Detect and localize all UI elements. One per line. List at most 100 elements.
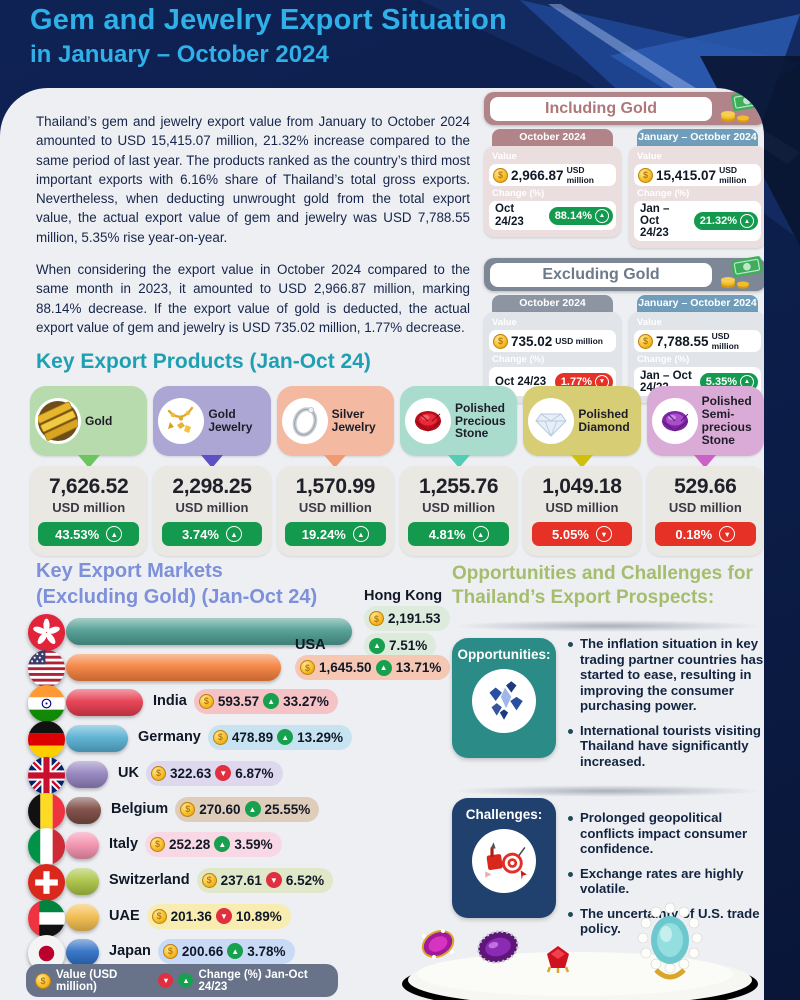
- product-card: Gold: [30, 386, 148, 468]
- coin-icon: [150, 836, 166, 852]
- product-unit: USD million: [545, 500, 619, 515]
- page-title: Gem and Jewelry Export Situation: [30, 4, 507, 36]
- market-value-pill: 478.89▲13.29%: [207, 724, 352, 750]
- coin-icon: [151, 908, 167, 924]
- market-bar: [66, 939, 99, 966]
- coin-icon: [638, 167, 653, 183]
- challenge-item: The uncertainty of U.S. trade policy.: [568, 906, 764, 937]
- product-change: 5.05%: [552, 526, 589, 542]
- jewelry-photo: [380, 892, 764, 1000]
- pointer-arrow-icon: [324, 455, 347, 468]
- flag-be-icon: [28, 793, 65, 830]
- market-bar: [66, 689, 143, 716]
- market-row: Italy 252.28▲3.59%: [28, 828, 464, 865]
- market-value: 201.36: [170, 908, 212, 924]
- chart-legend: Value (USD million) ▼ ▲ Change (%) Jan-O…: [26, 964, 338, 997]
- gold-bars-icon: [35, 398, 81, 444]
- market-info: Japan 200.66▲3.78%: [109, 933, 295, 969]
- export-value: 2,966.87: [511, 167, 564, 183]
- challenge-item: Prolonged geopolitical conflicts impact …: [568, 810, 764, 857]
- change-pill: Jan – Oct 24/23 21.32% ▲: [634, 201, 761, 242]
- flag-in-icon: [28, 685, 65, 722]
- coin-icon: [212, 729, 228, 745]
- product-unit: USD million: [175, 500, 249, 515]
- market-info: UK 322.63▼6.87%: [118, 755, 283, 791]
- change-label: Change (%): [492, 188, 545, 199]
- increase-icon: ▲: [740, 214, 754, 229]
- coin-icon: [162, 943, 178, 959]
- bullet-text: The inflation situation in key trading p…: [580, 636, 764, 714]
- market-info: Germany 478.89▲13.29%: [138, 719, 352, 755]
- bullet-text: Exchange rates are highly volatile.: [580, 865, 744, 897]
- period-label: January – October 2024: [637, 295, 758, 313]
- market-bar: [66, 618, 352, 645]
- gold-panel: Excluding Gold October 2024 Value 735.02…: [484, 256, 764, 404]
- markets-title-line2: (Excluding Gold) (Jan-Oct 24): [36, 586, 318, 608]
- market-bar: [66, 654, 281, 681]
- product-card: Polished Diamond: [523, 386, 641, 468]
- market-bar: [66, 725, 128, 752]
- product-value: 529.66: [674, 475, 737, 498]
- product-change-pill: 0.18% ▼: [654, 522, 756, 546]
- flag-ae-icon: [28, 900, 65, 937]
- increase-icon: ▲: [277, 729, 294, 745]
- challenges-label: Challenges:: [465, 807, 543, 822]
- product-change: 4.81%: [428, 526, 466, 542]
- product-name: Polished Diamond: [578, 407, 630, 434]
- red-gem-icon: [404, 398, 451, 444]
- product-change-pill: 5.05% ▼: [531, 522, 633, 546]
- gold-panel-header: Excluding Gold: [484, 256, 764, 292]
- product-value: 1,255.76: [418, 475, 499, 498]
- dartboard-icon: [472, 829, 536, 893]
- market-row: Belgium 270.60▲25.55%: [28, 793, 464, 830]
- markets-bar-chart: Hong Kong 2,191.53 ▲7.51% USA 1,645.50▲1…: [28, 588, 464, 972]
- challenge-item: Exchange rates are highly volatile.: [568, 866, 764, 897]
- product-cards-row: Gold Gold Jewelry Silver Jewelry Polishe…: [30, 386, 764, 468]
- prospects-title-line2: Thailand’s Export Prospects:: [452, 587, 715, 609]
- money-icon: [718, 88, 764, 125]
- intro-paragraph-1: Thailand’s gem and jewelry export value …: [36, 114, 470, 245]
- market-bar: [66, 761, 108, 788]
- product-card: Polished Semi-precious Stone: [646, 386, 764, 468]
- gold-panel: Including Gold October 2024 Value 2,966.…: [484, 90, 764, 249]
- prospects-section-title: Opportunities and Challenges for Thailan…: [452, 562, 764, 611]
- market-row: Germany 478.89▲13.29%: [28, 719, 464, 758]
- market-change: 13.29%: [297, 729, 343, 745]
- coin-icon: [35, 972, 51, 989]
- market-change: 7.51%: [389, 638, 428, 653]
- market-bar: [66, 797, 101, 824]
- gold-panel-title: Excluding Gold: [490, 262, 712, 287]
- challenges-bullets: Prolonged geopolitical conflicts impact …: [568, 810, 764, 946]
- product-value: 1,049.18: [542, 475, 622, 498]
- increase-icon: ▲: [375, 659, 392, 676]
- product-unit: USD million: [52, 500, 126, 515]
- market-country: Germany: [138, 729, 201, 745]
- market-value-pill: 270.60▲25.55%: [175, 796, 320, 822]
- bullet-dot-icon: [568, 911, 573, 917]
- value-unit: USD million: [711, 331, 739, 352]
- market-change-pill: ▲ 7.51%: [364, 633, 437, 658]
- market-bar: [66, 868, 99, 895]
- product-value-card: 1,570.99 USD million 19.24% ▲: [276, 466, 394, 556]
- product-unit: USD million: [422, 500, 496, 515]
- opportunities-label: Opportunities:: [457, 647, 551, 662]
- export-value: 735.02: [511, 333, 553, 349]
- product-card: Gold Jewelry: [153, 386, 271, 468]
- market-country: USA: [295, 637, 326, 653]
- market-value-pill: 2,191.53: [364, 606, 450, 631]
- period-label: January – October 2024: [637, 129, 758, 146]
- market-value: 252.28: [169, 836, 211, 852]
- value-unit: USD million: [566, 165, 594, 185]
- product-value: 2,298.25: [172, 475, 252, 498]
- bullet-dot-icon: [568, 816, 573, 821]
- product-name: Gold Jewelry: [208, 407, 253, 434]
- challenges-card: Challenges:: [452, 798, 556, 918]
- market-country: Japan: [109, 943, 151, 959]
- opportunities-card: Opportunities:: [452, 638, 556, 758]
- market-country: UAE: [109, 908, 140, 924]
- increase-icon: ▲: [178, 973, 194, 988]
- market-change: 3.78%: [247, 943, 286, 959]
- market-value-pill: 201.36▼10.89%: [146, 903, 291, 929]
- market-value: 593.57: [217, 693, 260, 709]
